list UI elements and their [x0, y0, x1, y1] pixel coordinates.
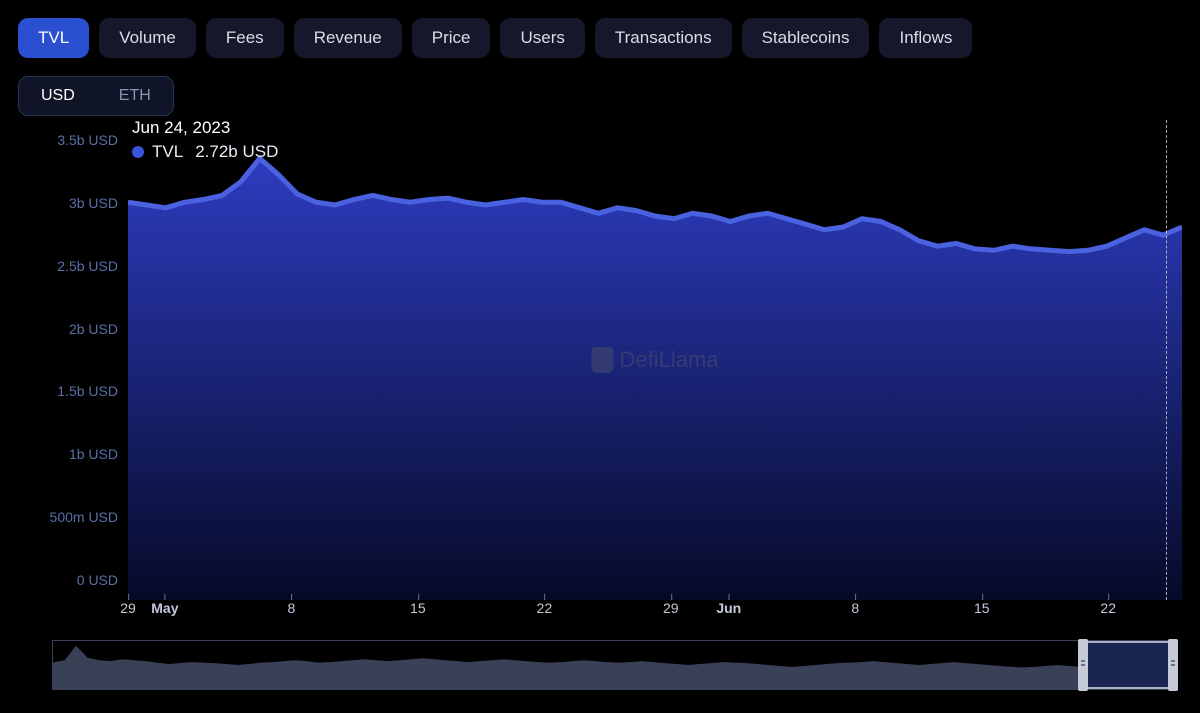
x-tick-label: 15 — [410, 600, 426, 616]
tab-revenue[interactable]: Revenue — [294, 18, 402, 58]
metric-tabs: TVLVolumeFeesRevenuePriceUsers Transactio… — [18, 18, 1182, 58]
tab-transactions[interactable]: Transactions — [595, 18, 732, 58]
x-tick-label: 8 — [851, 600, 859, 616]
chart-tooltip: Jun 24, 2023 TVL 2.72b USD — [132, 118, 278, 162]
x-tick-label: 29 — [663, 600, 679, 616]
brush-handle-right[interactable] — [1168, 639, 1178, 691]
timeline-brush[interactable] — [52, 640, 1174, 690]
x-tick-label: May — [151, 600, 178, 616]
chart-plot-area[interactable]: Jun 24, 2023 TVL 2.72b USD DefiLlama 29M… — [128, 120, 1182, 600]
y-tick-label: 2b USD — [69, 321, 118, 337]
tooltip-date: Jun 24, 2023 — [132, 118, 278, 138]
series-dot-icon — [132, 146, 144, 158]
tab-inflows[interactable]: Inflows — [879, 18, 972, 58]
tooltip-series-label: TVL — [152, 142, 183, 162]
tab-fees[interactable]: Fees — [206, 18, 284, 58]
tab-tvl[interactable]: TVL — [18, 18, 89, 58]
y-tick-label: 0 USD — [77, 572, 118, 588]
brush-handle-left[interactable] — [1078, 639, 1088, 691]
brush-chart-svg — [53, 641, 1173, 689]
x-tick-label: 29 — [120, 600, 136, 616]
currency-option-eth[interactable]: ETH — [97, 77, 173, 115]
y-tick-label: 2.5b USD — [57, 258, 118, 274]
tab-users[interactable]: Users — [500, 18, 584, 58]
y-tick-label: 3b USD — [69, 195, 118, 211]
x-axis: 29May8152229Jun81522 — [128, 600, 1182, 628]
currency-option-usd[interactable]: USD — [19, 77, 97, 115]
y-tick-label: 3.5b USD — [57, 132, 118, 148]
x-tick-label: 15 — [974, 600, 990, 616]
brush-selection[interactable] — [1083, 641, 1173, 689]
y-tick-label: 1b USD — [69, 446, 118, 462]
tooltip-value: 2.72b USD — [195, 142, 278, 162]
area-chart-svg — [128, 120, 1182, 600]
tab-volume[interactable]: Volume — [99, 18, 196, 58]
x-tick-label: 8 — [287, 600, 295, 616]
currency-toggle: USDETH — [18, 76, 174, 116]
x-tick-label: 22 — [1100, 600, 1116, 616]
tab-stablecoins[interactable]: Stablecoins — [742, 18, 870, 58]
tooltip-value-line: TVL 2.72b USD — [132, 142, 278, 162]
y-tick-label: 500m USD — [50, 509, 118, 525]
y-axis: 3.5b USD 3b USD 2.5b USD 2b USD 1.5b USD 1b U… — [18, 120, 128, 600]
x-tick-label: 22 — [537, 600, 553, 616]
y-tick-label: 1.5b USD — [57, 383, 118, 399]
x-tick-label: Jun — [716, 600, 741, 616]
tab-price[interactable]: Price — [412, 18, 491, 58]
tvl-chart: 3.5b USD 3b USD 2.5b USD 2b USD 1.5b USD 1b U… — [18, 120, 1182, 600]
